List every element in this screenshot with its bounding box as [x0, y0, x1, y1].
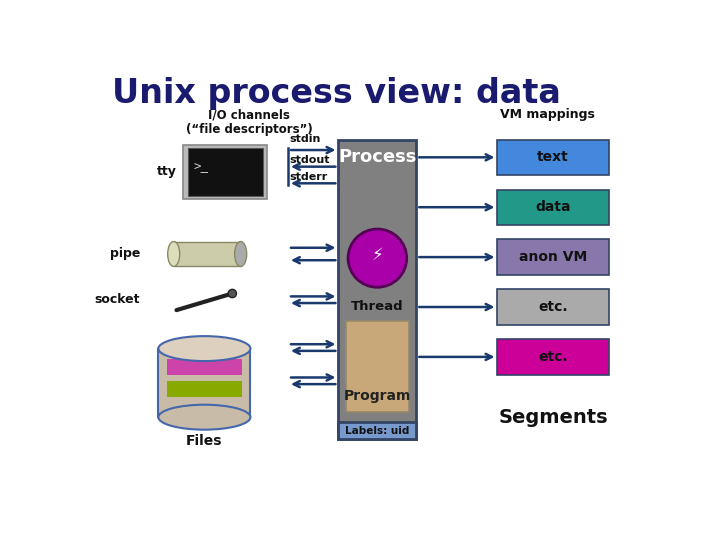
Text: Labels: uid: Labels: uid: [345, 426, 410, 436]
FancyBboxPatch shape: [346, 321, 409, 412]
Text: Unix process view: data: Unix process view: data: [112, 77, 561, 110]
Text: ⚡: ⚡: [372, 246, 383, 264]
FancyBboxPatch shape: [338, 422, 416, 439]
FancyBboxPatch shape: [167, 381, 242, 396]
Text: >_: >_: [193, 160, 208, 173]
Text: I/O channels
(“file descriptors”): I/O channels (“file descriptors”): [186, 109, 312, 137]
Text: stdout: stdout: [289, 156, 330, 165]
Ellipse shape: [348, 229, 407, 287]
Text: tty: tty: [157, 165, 176, 178]
FancyBboxPatch shape: [174, 241, 240, 266]
FancyBboxPatch shape: [167, 359, 242, 375]
Text: stderr: stderr: [289, 172, 328, 182]
Text: pipe: pipe: [110, 247, 140, 260]
FancyBboxPatch shape: [498, 289, 609, 325]
Ellipse shape: [235, 241, 247, 266]
Text: Thread: Thread: [351, 300, 404, 313]
Text: anon VM: anon VM: [519, 250, 588, 264]
FancyBboxPatch shape: [183, 145, 267, 199]
FancyBboxPatch shape: [498, 239, 609, 275]
Ellipse shape: [158, 336, 251, 361]
FancyBboxPatch shape: [338, 140, 416, 439]
Text: Segments: Segments: [498, 408, 608, 427]
Ellipse shape: [228, 289, 236, 298]
Text: Process: Process: [338, 148, 417, 166]
Text: etc.: etc.: [539, 350, 568, 364]
Text: VM mappings: VM mappings: [500, 109, 595, 122]
FancyBboxPatch shape: [498, 339, 609, 375]
Text: stdin: stdin: [289, 134, 321, 144]
Text: etc.: etc.: [539, 300, 568, 314]
FancyBboxPatch shape: [498, 190, 609, 225]
Text: text: text: [537, 150, 569, 164]
Ellipse shape: [158, 404, 251, 430]
Text: data: data: [536, 200, 571, 214]
FancyBboxPatch shape: [498, 140, 609, 175]
FancyBboxPatch shape: [158, 349, 251, 417]
Ellipse shape: [168, 241, 180, 266]
Text: Program: Program: [343, 389, 411, 403]
FancyBboxPatch shape: [188, 148, 263, 196]
Text: socket: socket: [95, 293, 140, 306]
Text: Files: Files: [186, 434, 222, 448]
